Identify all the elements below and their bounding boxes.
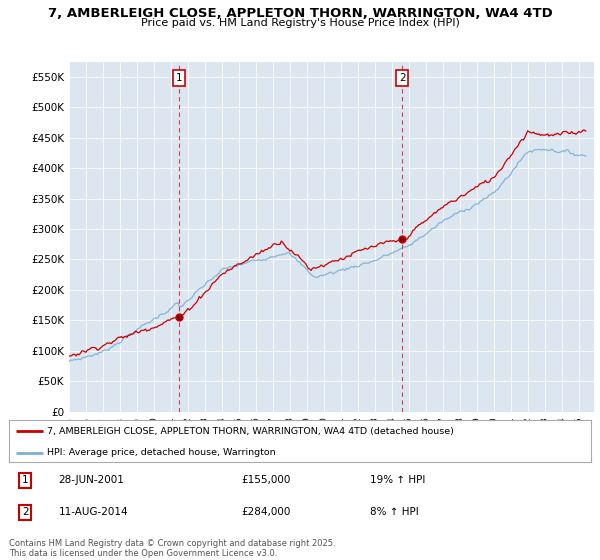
- Text: 7, AMBERLEIGH CLOSE, APPLETON THORN, WARRINGTON, WA4 4TD (detached house): 7, AMBERLEIGH CLOSE, APPLETON THORN, WAR…: [47, 427, 454, 436]
- Text: 19% ↑ HPI: 19% ↑ HPI: [370, 475, 425, 485]
- Text: 2: 2: [22, 507, 29, 517]
- Text: 1: 1: [22, 475, 29, 485]
- Text: 2: 2: [399, 73, 406, 83]
- Text: Contains HM Land Registry data © Crown copyright and database right 2025.
This d: Contains HM Land Registry data © Crown c…: [9, 539, 335, 558]
- Text: 8% ↑ HPI: 8% ↑ HPI: [370, 507, 419, 517]
- Text: 1: 1: [176, 73, 182, 83]
- Text: 11-AUG-2014: 11-AUG-2014: [58, 507, 128, 517]
- Text: 28-JUN-2001: 28-JUN-2001: [58, 475, 124, 485]
- Text: Price paid vs. HM Land Registry's House Price Index (HPI): Price paid vs. HM Land Registry's House …: [140, 18, 460, 28]
- Text: £284,000: £284,000: [242, 507, 291, 517]
- Text: HPI: Average price, detached house, Warrington: HPI: Average price, detached house, Warr…: [47, 448, 275, 458]
- Text: £155,000: £155,000: [242, 475, 291, 485]
- Text: 7, AMBERLEIGH CLOSE, APPLETON THORN, WARRINGTON, WA4 4TD: 7, AMBERLEIGH CLOSE, APPLETON THORN, WAR…: [47, 7, 553, 20]
